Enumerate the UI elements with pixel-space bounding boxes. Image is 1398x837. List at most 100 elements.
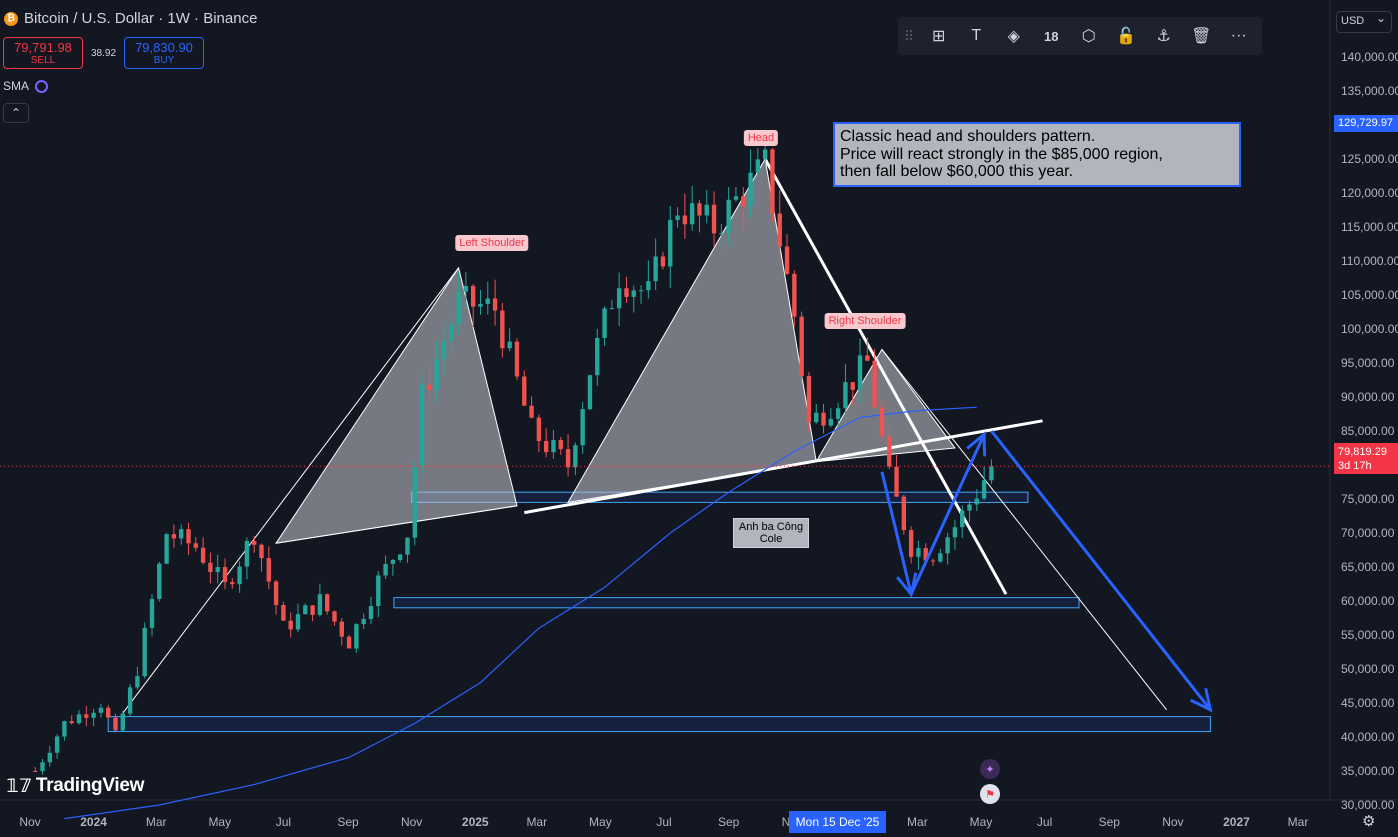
text-color-icon[interactable]: T — [971, 27, 982, 44]
candle-body[interactable] — [850, 382, 855, 390]
trash-icon[interactable]: 🗑 — [1191, 28, 1212, 45]
candle-body[interactable] — [317, 594, 323, 615]
candle-body[interactable] — [668, 219, 673, 267]
buy-button[interactable]: 79,830.90 BUY — [124, 37, 204, 69]
candle-body[interactable] — [835, 408, 841, 419]
candle-body[interactable] — [434, 358, 439, 390]
candle-body[interactable] — [675, 215, 680, 220]
candle-body[interactable] — [54, 736, 60, 753]
candle-body[interactable] — [346, 636, 352, 649]
candle-body[interactable] — [390, 559, 396, 564]
candle-body[interactable] — [310, 605, 315, 615]
support-zone[interactable] — [107, 716, 1211, 733]
candle-body[interactable] — [142, 627, 147, 677]
candle-body[interactable] — [186, 529, 191, 544]
anchor-icon[interactable]: ⚓ — [1156, 28, 1171, 45]
candle-body[interactable] — [84, 714, 89, 718]
candle-body[interactable] — [522, 376, 527, 406]
candle-body[interactable] — [989, 466, 994, 481]
candle-body[interactable] — [536, 417, 542, 441]
candle-body[interactable] — [295, 614, 301, 630]
head-label[interactable]: Head — [743, 130, 779, 146]
candle-body[interactable] — [646, 281, 651, 291]
candle-body[interactable] — [624, 288, 629, 297]
candle-body[interactable] — [792, 273, 797, 317]
candle-body[interactable] — [215, 567, 220, 573]
symbol-title[interactable]: Bitcoin / U.S. Dollar · 1W · Binance — [24, 10, 258, 27]
candle-body[interactable] — [179, 529, 184, 539]
candle-body[interactable] — [806, 375, 812, 423]
candle-body[interactable] — [449, 323, 454, 342]
settings-icon[interactable]: ⬡ — [1081, 28, 1096, 45]
candle-body[interactable] — [40, 762, 45, 772]
candle-body[interactable] — [127, 687, 133, 714]
candle-body[interactable] — [324, 594, 330, 612]
candle-body[interactable] — [368, 606, 374, 619]
sma-line[interactable] — [64, 406, 977, 820]
candle-body[interactable] — [47, 752, 53, 763]
candle-body[interactable] — [872, 360, 877, 408]
left-shoulder-label[interactable]: Left Shoulder — [455, 235, 529, 251]
candle-body[interactable] — [777, 213, 782, 247]
candle-body[interactable] — [419, 384, 425, 467]
candle-body[interactable] — [908, 530, 914, 557]
candle-body[interactable] — [244, 541, 250, 567]
ai-assistant-icon[interactable]: ✦ — [980, 759, 1000, 779]
author-note[interactable]: Anh ba Công Cole — [733, 518, 809, 548]
candle-body[interactable] — [91, 712, 96, 718]
candle-body[interactable] — [916, 548, 921, 557]
candle-body[interactable] — [485, 298, 490, 304]
candle-body[interactable] — [558, 440, 563, 450]
candle-body[interactable] — [887, 436, 892, 467]
trend-line[interactable] — [276, 505, 518, 544]
collapse-legend-button[interactable]: ⌃ — [3, 103, 29, 123]
fill-color-icon[interactable]: ◈ — [1007, 28, 1020, 45]
candle-body[interactable] — [565, 449, 571, 468]
candle-body[interactable] — [62, 721, 67, 737]
candle-body[interactable] — [135, 676, 140, 688]
candle-body[interactable] — [281, 605, 286, 621]
candle-body[interactable] — [697, 203, 702, 216]
candle-body[interactable] — [273, 581, 279, 606]
candle-body[interactable] — [507, 341, 512, 349]
support-zone[interactable] — [393, 597, 1080, 609]
candle-body[interactable] — [930, 560, 936, 562]
right-shoulder-label[interactable]: Right Shoulder — [824, 313, 906, 329]
candle-body[interactable] — [602, 308, 607, 338]
up-arrow-head[interactable] — [966, 431, 987, 457]
candle-body[interactable] — [427, 384, 432, 390]
up-arrow[interactable] — [909, 433, 986, 595]
right-shoulder-triangle[interactable] — [815, 348, 956, 463]
candle-body[interactable] — [719, 233, 724, 235]
candle-body[interactable] — [653, 256, 658, 282]
candle-body[interactable] — [741, 196, 746, 207]
candle-body[interactable] — [361, 618, 366, 625]
candle-body[interactable] — [339, 621, 344, 637]
candle-body[interactable] — [222, 567, 228, 583]
projection-arrow[interactable] — [990, 430, 1212, 711]
candle-body[interactable] — [492, 298, 498, 311]
candle-body[interactable] — [609, 308, 615, 310]
candle-body[interactable] — [814, 412, 819, 423]
candle-body[interactable] — [857, 355, 863, 390]
candle-body[interactable] — [938, 553, 943, 562]
candle-body[interactable] — [828, 418, 834, 426]
candle-body[interactable] — [529, 405, 534, 418]
trend-line[interactable] — [122, 267, 459, 714]
candle-body[interactable] — [595, 337, 600, 376]
candle-body[interactable] — [412, 466, 417, 538]
candle-body[interactable] — [259, 544, 264, 559]
candle-body[interactable] — [616, 288, 622, 309]
more-icon[interactable]: ··· — [1230, 27, 1247, 44]
candle-body[interactable] — [470, 285, 476, 307]
candle-body[interactable] — [573, 445, 578, 468]
candle-body[interactable] — [923, 548, 928, 561]
candle-body[interactable] — [821, 412, 826, 426]
candle-body[interactable] — [631, 290, 636, 297]
candle-body[interactable] — [952, 527, 958, 538]
candle-body[interactable] — [456, 291, 461, 324]
font-size-button[interactable]: 18 — [1044, 28, 1059, 44]
neckline[interactable] — [524, 419, 1043, 515]
candle-body[interactable] — [638, 290, 644, 292]
candle-body[interactable] — [193, 543, 198, 548]
